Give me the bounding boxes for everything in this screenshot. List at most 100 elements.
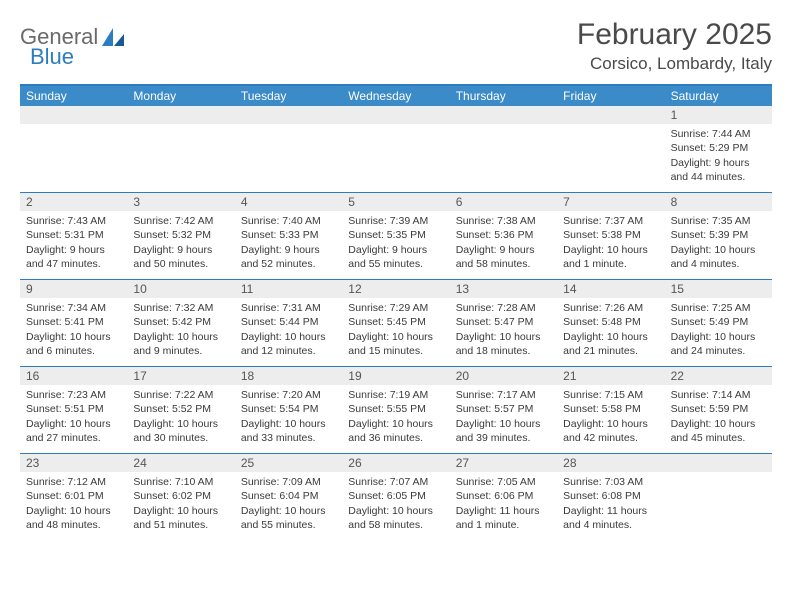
sunrise-text: Sunrise: 7:37 AM: [563, 214, 658, 228]
day-cell: 2Sunrise: 7:43 AMSunset: 5:31 PMDaylight…: [20, 193, 127, 279]
sunset-text: Sunset: 5:45 PM: [348, 315, 443, 329]
sunset-text: Sunset: 6:01 PM: [26, 489, 121, 503]
day-cell: 5Sunrise: 7:39 AMSunset: 5:35 PMDaylight…: [342, 193, 449, 279]
day-number: 15: [665, 280, 772, 298]
day-number: 28: [557, 454, 664, 472]
daylight-text: Daylight: 10 hours and 9 minutes.: [133, 330, 228, 358]
daylight-text: Daylight: 10 hours and 42 minutes.: [563, 417, 658, 445]
sunrise-text: Sunrise: 7:19 AM: [348, 388, 443, 402]
day-cell: 13Sunrise: 7:28 AMSunset: 5:47 PMDayligh…: [450, 280, 557, 366]
daylight-text: Daylight: 10 hours and 51 minutes.: [133, 504, 228, 532]
sunset-text: Sunset: 5:47 PM: [456, 315, 551, 329]
sunset-text: Sunset: 5:55 PM: [348, 402, 443, 416]
sunset-text: Sunset: 5:59 PM: [671, 402, 766, 416]
sunrise-text: Sunrise: 7:40 AM: [241, 214, 336, 228]
day-number: 21: [557, 367, 664, 385]
sunrise-text: Sunrise: 7:09 AM: [241, 475, 336, 489]
sunset-text: Sunset: 5:58 PM: [563, 402, 658, 416]
day-number: 8: [665, 193, 772, 211]
day-cell: 15Sunrise: 7:25 AMSunset: 5:49 PMDayligh…: [665, 280, 772, 366]
day-number: 16: [20, 367, 127, 385]
sunset-text: Sunset: 5:32 PM: [133, 228, 228, 242]
day-header-cell: Tuesday: [235, 86, 342, 106]
week-row: 23Sunrise: 7:12 AMSunset: 6:01 PMDayligh…: [20, 453, 772, 540]
day-header-cell: Saturday: [665, 86, 772, 106]
daylight-text: Daylight: 10 hours and 55 minutes.: [241, 504, 336, 532]
day-number: 25: [235, 454, 342, 472]
daylight-text: Daylight: 10 hours and 6 minutes.: [26, 330, 121, 358]
daylight-text: Daylight: 10 hours and 12 minutes.: [241, 330, 336, 358]
day-header-cell: Sunday: [20, 86, 127, 106]
day-number: 17: [127, 367, 234, 385]
sunset-text: Sunset: 5:41 PM: [26, 315, 121, 329]
sunset-text: Sunset: 5:51 PM: [26, 402, 121, 416]
empty-cell: [665, 454, 772, 540]
daylight-text: Daylight: 9 hours and 52 minutes.: [241, 243, 336, 271]
daylight-text: Daylight: 10 hours and 45 minutes.: [671, 417, 766, 445]
day-number: 24: [127, 454, 234, 472]
day-header-cell: Wednesday: [342, 86, 449, 106]
day-cell: 27Sunrise: 7:05 AMSunset: 6:06 PMDayligh…: [450, 454, 557, 540]
sunrise-text: Sunrise: 7:22 AM: [133, 388, 228, 402]
day-number: 22: [665, 367, 772, 385]
day-number: 10: [127, 280, 234, 298]
sunrise-text: Sunrise: 7:25 AM: [671, 301, 766, 315]
month-title: February 2025: [577, 18, 772, 52]
sunrise-text: Sunrise: 7:10 AM: [133, 475, 228, 489]
daylight-text: Daylight: 10 hours and 21 minutes.: [563, 330, 658, 358]
sunset-text: Sunset: 5:38 PM: [563, 228, 658, 242]
sunrise-text: Sunrise: 7:17 AM: [456, 388, 551, 402]
day-number: 5: [342, 193, 449, 211]
day-header-cell: Thursday: [450, 86, 557, 106]
day-header-cell: Monday: [127, 86, 234, 106]
empty-cell: [235, 106, 342, 192]
sunrise-text: Sunrise: 7:14 AM: [671, 388, 766, 402]
day-number: 20: [450, 367, 557, 385]
day-number: [665, 454, 772, 472]
daylight-text: Daylight: 11 hours and 1 minute.: [456, 504, 551, 532]
week-row: 16 Sunrise: 7:23 AMSunset: 5:51 PM Dayligh…: [20, 366, 772, 453]
sunrise-text: Sunrise: 7:28 AM: [456, 301, 551, 315]
daylight-text: Daylight: 10 hours and 33 minutes.: [241, 417, 336, 445]
day-cell: 25Sunrise: 7:09 AMSunset: 6:04 PMDayligh…: [235, 454, 342, 540]
sunrise-text: Sunrise: 7:42 AM: [133, 214, 228, 228]
sunrise-text: Sunrise: 7:38 AM: [456, 214, 551, 228]
sunset-text: Sunset: 5:42 PM: [133, 315, 228, 329]
sunset-text: Sunset: 5:49 PM: [671, 315, 766, 329]
day-number: [235, 106, 342, 124]
day-cell: 24Sunrise: 7:10 AMSunset: 6:02 PMDayligh…: [127, 454, 234, 540]
daylight-text: Daylight: 10 hours and 1 minute.: [563, 243, 658, 271]
day-cell: 16Sunrise: 7:23 AMSunset: 5:51 PMDayligh…: [20, 367, 127, 453]
day-number: 6: [450, 193, 557, 211]
sunrise-text: Sunrise: 7:35 AM: [671, 214, 766, 228]
daylight-text: Daylight: 10 hours and 36 minutes.: [348, 417, 443, 445]
sunset-text: Sunset: 6:06 PM: [456, 489, 551, 503]
sunrise-text: Sunrise: 7:03 AM: [563, 475, 658, 489]
day-number: 11: [235, 280, 342, 298]
day-number: [450, 106, 557, 124]
daylight-text: Daylight: 9 hours and 55 minutes.: [348, 243, 443, 271]
header: General February 2025 Corsico, Lombardy,…: [20, 18, 772, 74]
sunrise-text: Sunrise: 7:23 AM: [26, 388, 121, 402]
daylight-text: Daylight: 9 hours and 58 minutes.: [456, 243, 551, 271]
day-cell: 10Sunrise: 7:32 AMSunset: 5:42 PMDayligh…: [127, 280, 234, 366]
sunset-text: Sunset: 6:08 PM: [563, 489, 658, 503]
day-cell: 7 Sunrise: 7:37 AMSunset: 5:38 PMDaylight…: [557, 193, 664, 279]
day-number: 3: [127, 193, 234, 211]
sunset-text: Sunset: 5:54 PM: [241, 402, 336, 416]
day-cell: 17Sunrise: 7:22 AMSunset: 5:52 PMDayligh…: [127, 367, 234, 453]
sunrise-text: Sunrise: 7:31 AM: [241, 301, 336, 315]
daylight-text: Daylight: 10 hours and 48 minutes.: [26, 504, 121, 532]
day-cell: 20Sunrise: 7:17 AMSunset: 5:57 PMDayligh…: [450, 367, 557, 453]
day-cell: 4Sunrise: 7:40 AMSunset: 5:33 PMDaylight…: [235, 193, 342, 279]
location: Corsico, Lombardy, Italy: [577, 54, 772, 74]
day-number: 4: [235, 193, 342, 211]
day-number: 7: [557, 193, 664, 211]
daylight-text: Daylight: 10 hours and 15 minutes.: [348, 330, 443, 358]
empty-cell: [557, 106, 664, 192]
day-cell: 18Sunrise: 7:20 AMSunset: 5:54 PMDayligh…: [235, 367, 342, 453]
sunrise-text: Sunrise: 7:34 AM: [26, 301, 121, 315]
calendar: SundayMondayTuesdayWednesdayThursdayFrid…: [20, 84, 772, 540]
week-row: 2Sunrise: 7:43 AMSunset: 5:31 PMDaylight…: [20, 192, 772, 279]
sunset-text: Sunset: 5:44 PM: [241, 315, 336, 329]
